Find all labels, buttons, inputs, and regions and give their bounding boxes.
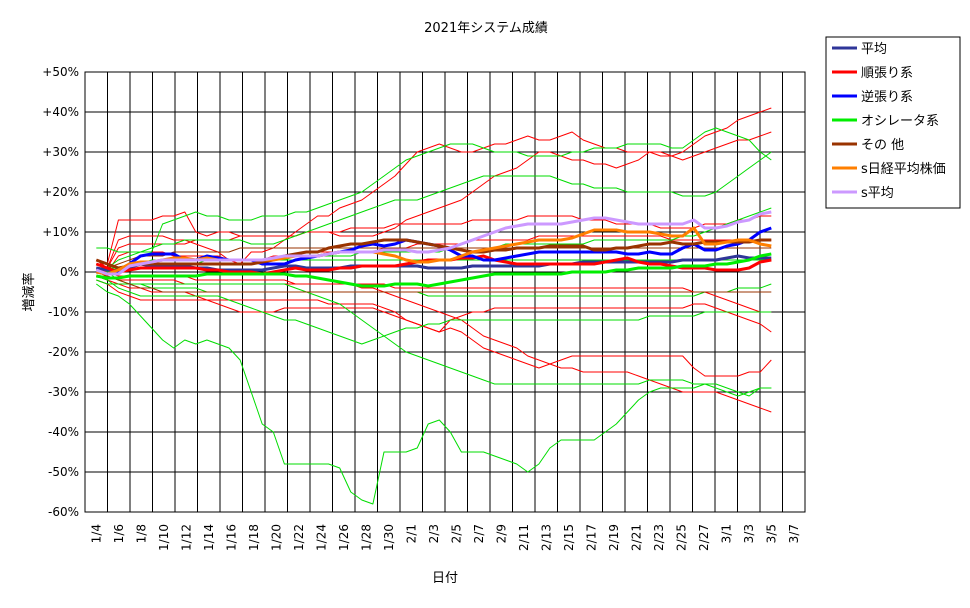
series-line (96, 226, 772, 276)
x-tick-label: 2/7 (472, 524, 486, 543)
y-tick-label: -30% (48, 385, 79, 399)
legend-label: 順張り系 (861, 66, 913, 81)
x-tick-label: 3/5 (764, 524, 778, 543)
x-tick-label: 1/18 (247, 524, 261, 551)
x-tick-label: 1/10 (157, 524, 171, 551)
series-line (96, 252, 772, 288)
legend-label: その 他 (861, 138, 904, 153)
x-tick-label: 1/8 (134, 524, 148, 543)
y-tick-label: +10% (42, 225, 79, 239)
x-tick-label: 2/23 (652, 524, 666, 551)
y-tick-label: -40% (48, 425, 79, 439)
component-line (96, 275, 772, 293)
component-line (96, 107, 772, 269)
x-tick-label: 2/13 (539, 524, 553, 551)
x-tick-label: 1/20 (269, 524, 283, 551)
y-tick-label: +50% (42, 65, 79, 79)
y-tick-label: -10% (48, 305, 79, 319)
x-tick-label: 2/17 (584, 524, 598, 551)
legend-box (825, 36, 961, 209)
y-tick-label: +30% (42, 145, 79, 159)
component-line (96, 151, 772, 269)
x-tick-label: 1/26 (337, 524, 351, 551)
legend-label: 平均 (861, 42, 887, 57)
component-line (96, 247, 772, 269)
x-tick-label: 2/15 (562, 524, 576, 551)
series-line (95, 238, 772, 270)
legend-label: s日経平均株価 (861, 162, 946, 177)
x-tick-label: 1/12 (179, 524, 193, 551)
y-tick-label: 0% (60, 265, 79, 279)
x-tick-label: 2/27 (697, 524, 711, 551)
legend-label: s平均 (861, 186, 894, 201)
x-tick-label: 3/1 (719, 524, 733, 543)
y-tick-label: -60% (48, 505, 79, 519)
x-tick-label: 2/21 (629, 524, 643, 551)
x-tick-label: 2/25 (674, 524, 688, 551)
x-tick-label: 2/9 (494, 524, 508, 543)
component-line (96, 283, 772, 505)
y-tick-label: -50% (48, 465, 79, 479)
x-axis-label: 日付 (432, 571, 458, 586)
component-line (96, 271, 772, 397)
x-tick-label: 1/24 (314, 524, 328, 551)
x-tick-label: 1/30 (382, 524, 396, 551)
component-line (96, 279, 772, 377)
x-tick-label: 2/19 (607, 524, 621, 551)
x-tick-label: 2/5 (449, 524, 463, 543)
x-tick-label: 3/3 (742, 524, 756, 543)
x-tick-label: 1/14 (202, 524, 216, 551)
y-axis-label: 増減率 (21, 272, 37, 311)
y-tick-label: +40% (42, 105, 79, 119)
legend-label: オシレータ系 (861, 114, 939, 129)
series-line (96, 254, 772, 273)
x-axis-ticks: 1/4 1/6 1/8 1/10 1/12 1/14 1/16 1/18 1/20 1/22 1/2… (89, 524, 801, 551)
x-tick-label: 3/7 (787, 524, 801, 543)
series-line (95, 210, 772, 276)
component-line (96, 267, 772, 313)
series-lines (95, 210, 772, 288)
chart-title: 2021年システム成績 (424, 21, 548, 36)
x-tick-label: 1/16 (224, 524, 238, 551)
component-line (96, 275, 772, 345)
x-tick-label: 1/4 (89, 524, 103, 543)
y-axis-ticks: -60% -50% -40% -30% -20% -10% 0% +10% +20% +30% +4… (42, 65, 79, 519)
y-tick-label: +20% (42, 185, 79, 199)
component-line (96, 131, 772, 265)
x-tick-label: 2/1 (404, 524, 418, 543)
x-tick-label: 2/3 (427, 524, 441, 543)
x-tick-label: 1/22 (292, 524, 306, 551)
x-tick-label: 2/11 (517, 524, 531, 551)
x-tick-label: 1/28 (359, 524, 373, 551)
x-tick-label: 1/6 (112, 524, 126, 543)
component-line (96, 127, 772, 253)
legend-label: 逆張り系 (861, 89, 913, 105)
y-tick-label: -20% (48, 345, 79, 359)
plot-area-border (84, 71, 806, 513)
